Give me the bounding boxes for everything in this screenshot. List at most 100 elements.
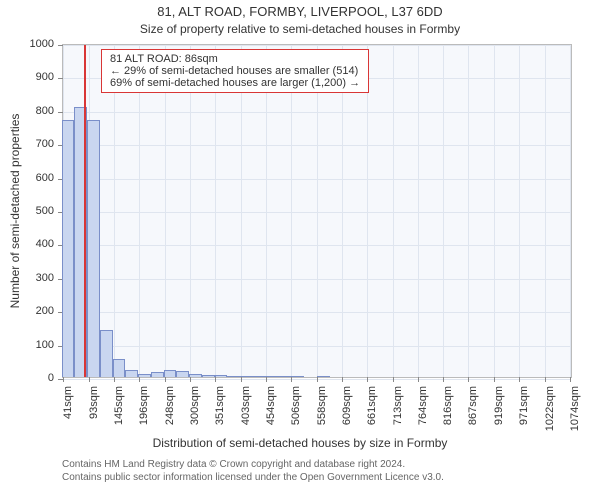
y-tick-label: 800 bbox=[0, 105, 54, 117]
x-tick-mark bbox=[215, 377, 216, 382]
annotation-line: ← 29% of semi-detached houses are smalle… bbox=[110, 65, 360, 77]
x-tick-label: 919sqm bbox=[493, 386, 505, 436]
histogram-bar bbox=[87, 120, 100, 377]
x-tick-mark bbox=[468, 377, 469, 382]
histogram-bar bbox=[317, 376, 330, 377]
x-tick-mark bbox=[494, 377, 495, 382]
footer-line: Contains public sector information licen… bbox=[62, 471, 444, 484]
histogram-bar bbox=[291, 376, 304, 377]
x-tick-label: 300sqm bbox=[189, 386, 201, 436]
x-tick-label: 351sqm bbox=[214, 386, 226, 436]
x-tick-mark bbox=[545, 377, 546, 382]
gridline-v bbox=[139, 45, 140, 377]
chart-title: 81, ALT ROAD, FORMBY, LIVERPOOL, L37 6DD bbox=[0, 4, 600, 19]
gridline-v bbox=[570, 45, 571, 377]
histogram-bar bbox=[215, 375, 228, 377]
x-tick-label: 971sqm bbox=[518, 386, 530, 436]
histogram-bar bbox=[189, 374, 202, 377]
x-tick-mark bbox=[342, 377, 343, 382]
histogram-bar bbox=[100, 330, 113, 377]
marker-line bbox=[84, 45, 86, 377]
y-tick-label: 900 bbox=[0, 71, 54, 83]
gridline-v bbox=[545, 45, 546, 377]
gridline-v bbox=[114, 45, 115, 377]
y-tick-label: 100 bbox=[0, 339, 54, 351]
histogram-bar bbox=[253, 376, 266, 377]
gridline-v bbox=[266, 45, 267, 377]
footer-text: Contains HM Land Registry data © Crown c… bbox=[62, 458, 444, 484]
x-tick-mark bbox=[139, 377, 140, 382]
gridline-v bbox=[418, 45, 419, 377]
gridline-v bbox=[215, 45, 216, 377]
x-tick-mark bbox=[570, 377, 571, 382]
gridline-v bbox=[367, 45, 368, 377]
histogram-bar bbox=[240, 376, 253, 377]
x-tick-label: 1022sqm bbox=[544, 386, 556, 436]
x-tick-label: 93sqm bbox=[88, 386, 100, 436]
histogram-bar bbox=[125, 370, 138, 377]
histogram-bar bbox=[151, 372, 164, 377]
x-axis-title: Distribution of semi-detached houses by … bbox=[0, 436, 600, 450]
gridline-v bbox=[519, 45, 520, 377]
x-tick-mark bbox=[317, 377, 318, 382]
histogram-bar bbox=[113, 359, 126, 377]
x-tick-label: 764sqm bbox=[417, 386, 429, 436]
gridline-v bbox=[291, 45, 292, 377]
histogram-bar bbox=[62, 120, 75, 377]
annotation-box: 81 ALT ROAD: 86sqm← 29% of semi-detached… bbox=[101, 49, 369, 93]
x-tick-mark bbox=[165, 377, 166, 382]
y-tick-label: 700 bbox=[0, 138, 54, 150]
x-tick-label: 403sqm bbox=[240, 386, 252, 436]
x-tick-label: 661sqm bbox=[366, 386, 378, 436]
y-tick-label: 600 bbox=[0, 172, 54, 184]
histogram-bar bbox=[164, 370, 177, 377]
annotation-line: 69% of semi-detached houses are larger (… bbox=[110, 77, 360, 89]
y-tick-label: 300 bbox=[0, 272, 54, 284]
x-tick-mark bbox=[63, 377, 64, 382]
x-tick-label: 41sqm bbox=[62, 386, 74, 436]
y-tick-label: 200 bbox=[0, 305, 54, 317]
plot-area: 81 ALT ROAD: 86sqm← 29% of semi-detached… bbox=[62, 44, 572, 378]
gridline-v bbox=[241, 45, 242, 377]
annotation-line: 81 ALT ROAD: 86sqm bbox=[110, 53, 360, 65]
histogram-bar bbox=[266, 376, 279, 377]
gridline-v bbox=[393, 45, 394, 377]
y-tick-label: 500 bbox=[0, 205, 54, 217]
x-tick-label: 1074sqm bbox=[569, 386, 581, 436]
x-tick-mark bbox=[291, 377, 292, 382]
gridline-v bbox=[342, 45, 343, 377]
x-tick-mark bbox=[241, 377, 242, 382]
x-tick-mark bbox=[519, 377, 520, 382]
x-tick-label: 145sqm bbox=[113, 386, 125, 436]
x-tick-label: 196sqm bbox=[138, 386, 150, 436]
x-tick-label: 609sqm bbox=[341, 386, 353, 436]
chart-subtitle: Size of property relative to semi-detach… bbox=[0, 22, 600, 36]
x-tick-label: 713sqm bbox=[392, 386, 404, 436]
footer-line: Contains HM Land Registry data © Crown c… bbox=[62, 458, 444, 471]
gridline-v bbox=[468, 45, 469, 377]
x-tick-mark bbox=[393, 377, 394, 382]
gridline-v bbox=[190, 45, 191, 377]
gridline-v bbox=[165, 45, 166, 377]
y-tick-label: 400 bbox=[0, 238, 54, 250]
histogram-bar bbox=[278, 376, 291, 377]
x-tick-mark bbox=[367, 377, 368, 382]
x-tick-mark bbox=[89, 377, 90, 382]
x-tick-mark bbox=[443, 377, 444, 382]
histogram-bar bbox=[202, 375, 215, 377]
x-tick-mark bbox=[418, 377, 419, 382]
x-tick-label: 558sqm bbox=[316, 386, 328, 436]
x-tick-label: 867sqm bbox=[467, 386, 479, 436]
x-tick-label: 454sqm bbox=[265, 386, 277, 436]
gridline-v bbox=[494, 45, 495, 377]
y-tick-label: 1000 bbox=[0, 38, 54, 50]
histogram-bar bbox=[227, 376, 240, 377]
gridline-v bbox=[317, 45, 318, 377]
histogram-bar bbox=[176, 371, 189, 377]
gridline-v bbox=[443, 45, 444, 377]
x-tick-label: 816sqm bbox=[442, 386, 454, 436]
x-tick-mark bbox=[190, 377, 191, 382]
x-tick-mark bbox=[266, 377, 267, 382]
x-tick-label: 506sqm bbox=[290, 386, 302, 436]
x-tick-label: 248sqm bbox=[164, 386, 176, 436]
